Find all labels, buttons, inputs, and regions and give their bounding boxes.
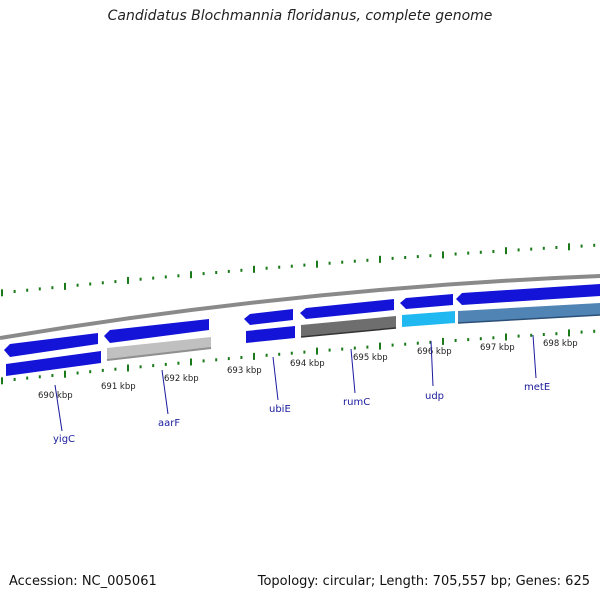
leader-udp [430, 340, 434, 387]
gene-label-ubiE[interactable]: ubiE [269, 404, 291, 415]
gene-yigC[interactable] [6, 351, 101, 376]
scale-label-691: 691 kbp [101, 382, 136, 392]
gene-forward-4[interactable] [300, 299, 394, 319]
scale-label-695: 695 kbp [353, 353, 388, 363]
leader-ubiE [272, 356, 279, 401]
scale-label-694: 694 kbp [290, 359, 325, 369]
outer-tick-row [1, 243, 596, 297]
gene-forward-3[interactable] [244, 309, 293, 325]
accession-text: Accession: NC_005061 [9, 574, 157, 589]
leader-yigC [54, 384, 63, 432]
inner-tick-row [1, 329, 596, 385]
gene-forward-2[interactable] [104, 319, 209, 343]
scale-labels: 690 kbp 691 kbp 692 kbp 693 kbp 694 kbp … [38, 339, 578, 401]
map-title: Candidatus Blochmannia floridanus, compl… [107, 8, 493, 24]
gene-metE[interactable] [458, 303, 600, 323]
leader-rumC [350, 348, 356, 394]
reverse-strand-genes [6, 303, 600, 376]
gene-forward-6[interactable] [456, 284, 600, 305]
scale-label-697: 697 kbp [480, 343, 515, 353]
gene-aarF-edge [106, 347, 212, 361]
gene-label-yigC[interactable]: yigC [53, 434, 75, 445]
genome-summary-text: Topology: circular; Length: 705,557 bp; … [257, 574, 590, 589]
forward-strand-genes [4, 284, 600, 357]
gene-ubiE[interactable] [246, 326, 295, 343]
scale-label-693: 693 kbp [227, 366, 262, 376]
gene-forward-5[interactable] [400, 294, 453, 309]
gene-udp[interactable] [402, 311, 455, 327]
leader-aarF [161, 369, 169, 415]
gene-metE-edge [457, 314, 600, 324]
gene-rumC-edge [300, 327, 397, 338]
scale-label-690: 690 kbp [38, 391, 73, 401]
gene-label-rumC[interactable]: rumC [343, 397, 370, 408]
gene-rumC[interactable] [301, 316, 396, 337]
gene-forward-1[interactable] [4, 333, 98, 357]
scale-label-696: 696 kbp [417, 347, 452, 357]
scale-label-698: 698 kbp [543, 339, 578, 349]
genome-backbone [0, 274, 600, 340]
gene-leader-lines [54, 334, 537, 432]
gene-aarF[interactable] [107, 337, 211, 360]
gene-label-aarF[interactable]: aarF [158, 418, 180, 429]
gene-label-udp[interactable]: udp [425, 391, 444, 402]
gene-label-metE[interactable]: metE [524, 382, 550, 393]
scale-label-692: 692 kbp [164, 374, 199, 384]
leader-metE [532, 334, 537, 379]
gene-labels: yigC aarF ubiE rumC udp metE [53, 382, 550, 445]
